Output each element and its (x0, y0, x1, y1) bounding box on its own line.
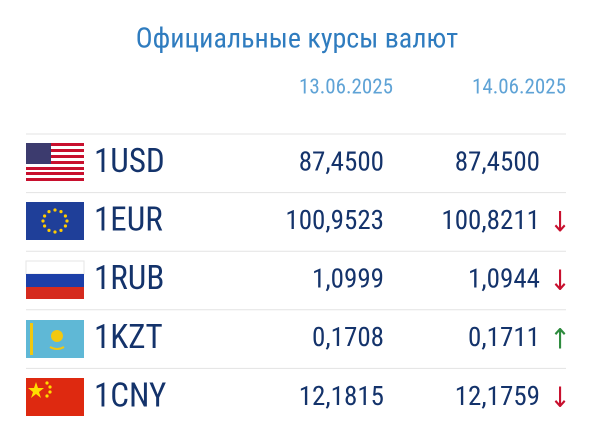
change-arrow: ↑ (549, 322, 570, 355)
flag-russia (25, 260, 85, 299)
currency-code: 1RUB (94, 259, 164, 298)
flag-eu (26, 202, 84, 240)
currency-code: 1CNY (94, 376, 166, 415)
flag-kazakhstan (26, 320, 84, 358)
change-arrow: ↓ (549, 205, 570, 238)
change-arrow: ↓ (549, 381, 570, 414)
rate: 12,1815 (299, 380, 384, 412)
date: 14.06.2025 (472, 76, 566, 100)
rate: 87,4500 (455, 145, 540, 177)
title: Официальные курсы валют (136, 21, 458, 54)
rate: 100,8211 (441, 204, 540, 236)
rate: 100,9523 (285, 204, 384, 236)
rate: 12,1759 (455, 380, 540, 412)
flag-china (26, 378, 84, 416)
rate: 1,0944 (468, 263, 540, 295)
currency-code: 1KZT (94, 318, 163, 357)
rate: 1,0999 (312, 263, 384, 295)
flag-usa (26, 143, 84, 181)
change-arrow: ↓ (549, 264, 570, 297)
date: 13.06.2025 (299, 76, 393, 100)
currency-code: 1USD (94, 142, 165, 181)
rate: 0,1708 (312, 321, 384, 353)
rate: 87,4500 (299, 145, 384, 177)
rate: 0,1711 (468, 321, 540, 353)
currency-code: 1EUR (94, 201, 163, 240)
